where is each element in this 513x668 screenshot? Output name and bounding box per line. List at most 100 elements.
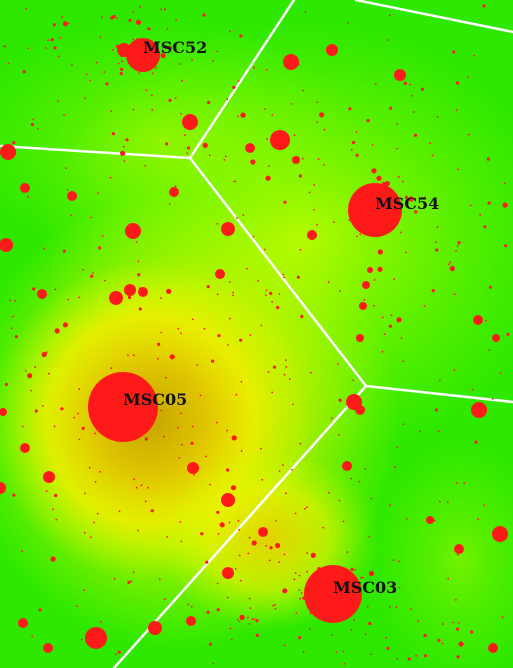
site-dot [294,512,297,515]
site-dot [472,388,474,391]
site-dot [396,657,399,660]
site-dot [34,366,37,368]
site-dot [27,373,33,379]
site-dot [208,154,211,157]
node-marker [492,334,500,342]
site-dot [302,651,305,654]
site-dot [383,333,386,336]
site-dot [63,114,65,116]
site-dot [24,370,27,372]
site-dot [83,531,86,534]
site-dot [352,140,356,145]
site-dot [216,421,218,424]
hub-marker-msc52[interactable] [126,38,160,72]
site-dot [94,481,97,483]
site-dot [479,213,482,216]
site-dot [342,520,345,523]
node-marker [488,643,498,653]
hub-label-msc05: MSC05 [123,390,187,409]
node-marker [471,402,487,418]
site-dot [157,357,159,360]
site-dot [21,550,24,552]
site-dot [144,500,147,503]
site-dot [364,467,367,470]
hub-marker-msc03[interactable] [304,565,362,623]
site-dot [232,291,234,294]
site-dot [265,289,268,291]
site-dot [202,13,206,17]
site-dot [180,412,182,415]
site-dot [353,619,355,622]
site-dot [237,115,240,118]
site-dot [268,559,271,562]
node-marker [307,230,317,240]
site-dot [4,45,7,47]
site-dot [250,159,256,165]
site-dot [160,8,163,11]
node-marker [342,461,352,471]
site-dot [239,338,243,342]
site-dot [265,294,267,297]
site-dot [206,610,210,614]
node-marker [85,627,107,649]
site-dot [90,274,94,278]
node-marker [492,526,508,542]
site-dot [239,34,243,38]
site-dot [433,519,436,522]
site-dot [407,657,411,661]
site-dot [217,532,220,535]
site-dot [283,276,285,279]
site-dot [274,607,277,610]
site-dot [101,16,103,18]
site-dot [343,662,346,665]
site-dot [441,642,444,645]
site-dot [487,201,491,205]
site-dot [253,618,256,620]
site-dot [501,616,504,619]
site-dot [14,335,18,339]
site-dot [276,305,280,310]
site-dot [417,620,420,622]
site-dot [368,570,375,577]
site-dot [78,388,81,391]
site-dot [27,47,29,50]
hub-marker-msc05[interactable] [88,372,158,442]
node-marker [362,281,370,289]
site-dot [237,519,240,522]
site-dot [452,621,454,624]
site-dot [504,182,506,185]
site-dot [335,651,338,653]
site-dot [83,589,86,591]
node-marker [283,54,299,70]
site-dot [99,470,102,473]
site-dot [260,324,263,327]
site-dot [248,623,251,625]
hub-marker-msc54[interactable] [348,183,402,237]
site-dot [45,47,47,49]
node-marker [367,267,373,273]
site-dot [350,567,354,572]
site-dot [499,372,502,375]
site-dot [456,553,459,556]
site-dot [137,273,141,277]
site-dot [483,504,486,506]
node-marker [148,621,162,635]
site-dot [187,603,190,606]
site-dot [228,521,231,524]
site-dot [310,552,316,558]
site-dot [60,407,64,411]
site-dot [366,119,370,123]
site-dot [25,7,28,10]
site-dot [504,244,508,248]
site-dot [46,351,48,354]
site-dot [377,266,383,272]
site-dot [212,60,215,62]
site-dot [299,248,302,251]
node-marker [67,191,77,201]
site-dot [151,94,153,97]
site-dot [144,437,148,441]
site-dot [404,195,408,199]
site-dot [338,499,341,502]
boundary-line [364,384,513,404]
site-dot [310,371,312,374]
